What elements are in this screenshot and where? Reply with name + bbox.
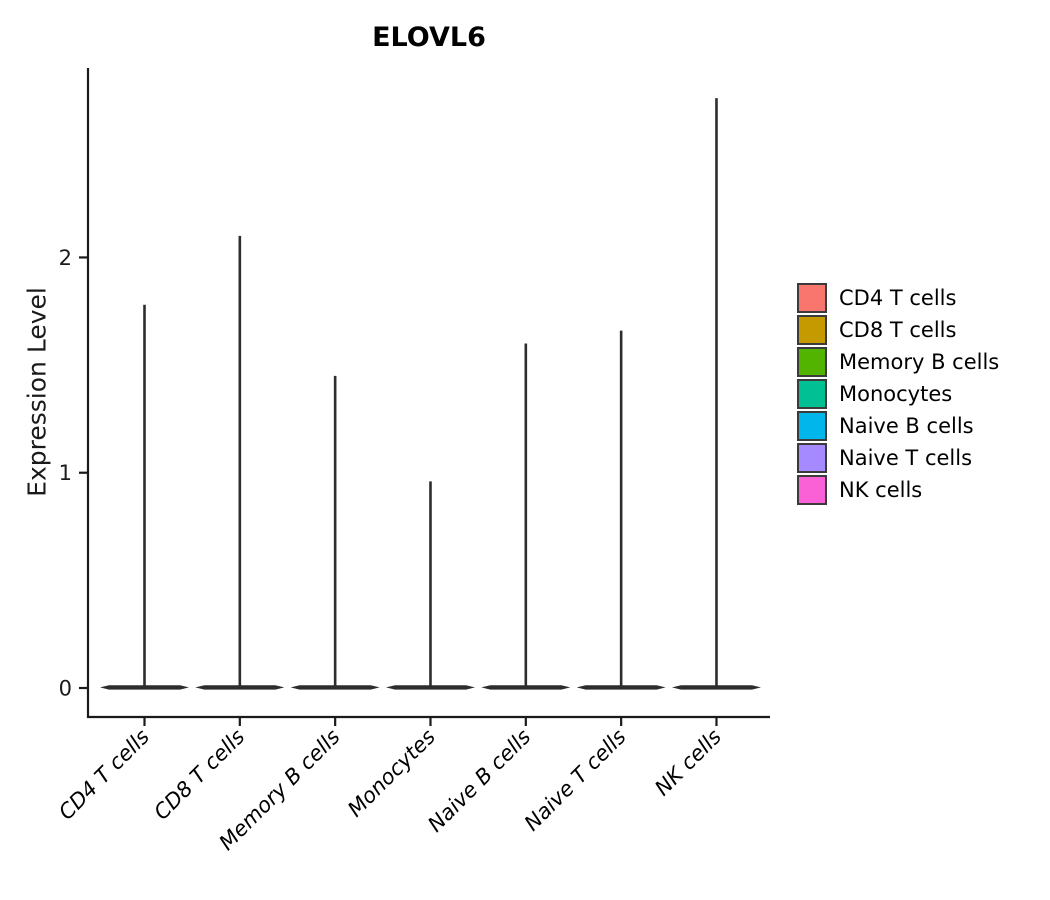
legend-swatch (797, 347, 827, 377)
legend-label: CD8 T cells (839, 318, 957, 342)
violin-base (385, 685, 475, 690)
legend-item: Naive B cells (797, 411, 999, 441)
x-tick-label: Naive T cells (520, 725, 631, 836)
legend-swatch (797, 379, 827, 409)
legend-swatch (797, 475, 827, 505)
y-tick-label: 0 (59, 677, 72, 701)
violin-base (195, 685, 285, 690)
legend-label: Monocytes (839, 382, 953, 406)
legend-item: CD4 T cells (797, 283, 999, 313)
legend-label: NK cells (839, 478, 923, 502)
y-tick-label: 2 (59, 246, 72, 270)
violin-base (576, 685, 666, 690)
legend-label: CD4 T cells (839, 286, 957, 310)
legend-item: CD8 T cells (797, 315, 999, 345)
legend-label: Memory B cells (839, 350, 1000, 374)
legend-item: Monocytes (797, 379, 999, 409)
chart-title: ELOVL6 (372, 22, 486, 53)
legend-swatch (797, 315, 827, 345)
legend-swatch (797, 283, 827, 313)
x-tick-label: Naive B cells (423, 725, 535, 837)
legend: CD4 T cells CD8 T cells Memory B cells Mono… (797, 283, 999, 507)
violin-base (671, 685, 761, 690)
x-tick-label: NK cells (650, 725, 726, 801)
x-tick-label: CD8 T cells (149, 725, 249, 825)
x-tick-label: Monocytes (343, 725, 440, 822)
legend-swatch (797, 411, 827, 441)
legend-swatch (797, 443, 827, 473)
legend-label: Naive B cells (839, 414, 974, 438)
violin-base (481, 685, 571, 690)
legend-item: Memory B cells (797, 347, 999, 377)
legend-item: NK cells (797, 475, 999, 505)
violin-base (290, 685, 380, 690)
legend-label: Naive T cells (839, 446, 973, 470)
violin-base (100, 685, 189, 690)
x-tick-label: CD4 T cells (54, 725, 154, 825)
legend-item: Naive T cells (797, 443, 999, 473)
y-tick-label: 1 (59, 461, 72, 485)
